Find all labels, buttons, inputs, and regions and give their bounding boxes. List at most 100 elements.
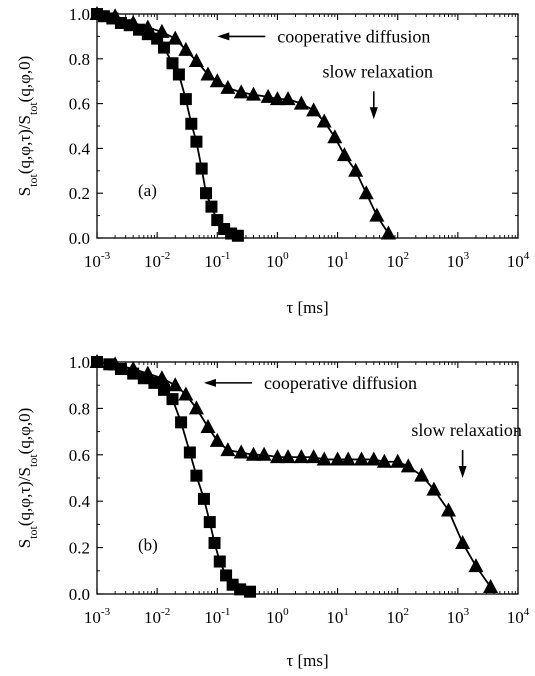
square-marker bbox=[231, 229, 244, 242]
triangle-marker bbox=[245, 446, 261, 461]
y-tick-label: 0.2 bbox=[69, 184, 90, 203]
square-marker bbox=[185, 117, 198, 130]
triangle-marker bbox=[366, 451, 382, 466]
triangle-marker bbox=[390, 453, 406, 468]
triangle-marker bbox=[167, 377, 183, 392]
square-marker bbox=[172, 68, 185, 81]
y-tick-label: 0.8 bbox=[69, 399, 90, 418]
triangle-marker bbox=[107, 8, 123, 23]
triangle-marker bbox=[280, 449, 296, 464]
square-marker bbox=[175, 416, 188, 429]
triangle-marker bbox=[414, 467, 430, 482]
square-marker bbox=[157, 41, 170, 54]
triangle-fit-line bbox=[97, 13, 390, 235]
triangle-marker bbox=[140, 19, 156, 34]
x-tick-label: 104 bbox=[507, 606, 530, 627]
triangle-marker bbox=[233, 444, 249, 459]
y-axis-title: Stot(q,φ,τ)/Stot(q,φ,0) bbox=[15, 56, 40, 197]
y-tick-label: 1.0 bbox=[69, 353, 90, 372]
triangle-marker bbox=[154, 23, 170, 38]
square-marker bbox=[205, 200, 218, 213]
triangle-marker bbox=[306, 102, 322, 117]
triangle-marker bbox=[167, 30, 183, 45]
triangle-marker bbox=[200, 418, 216, 433]
square-marker bbox=[234, 583, 247, 596]
triangle-marker bbox=[269, 91, 285, 106]
x-tick-label: 10-3 bbox=[84, 250, 111, 271]
square-marker bbox=[203, 516, 216, 529]
y-tick-label: 1.0 bbox=[69, 5, 90, 24]
triangle-marker bbox=[89, 354, 105, 368]
triangle-marker bbox=[209, 73, 225, 88]
square-marker bbox=[195, 162, 208, 175]
triangle-marker bbox=[348, 162, 364, 177]
square-marker bbox=[166, 57, 179, 70]
triangle-marker bbox=[369, 207, 385, 222]
triangle-marker bbox=[89, 6, 105, 20]
x-tick-label: 100 bbox=[266, 250, 289, 271]
triangle-marker bbox=[455, 534, 471, 549]
triangle-marker bbox=[188, 400, 204, 415]
annotation-slow-relaxation: slow relaxation bbox=[323, 61, 433, 81]
x-tick-label: 101 bbox=[326, 606, 349, 627]
triangle-marker bbox=[354, 451, 370, 466]
triangle-marker bbox=[178, 41, 194, 56]
panel-label: (b) bbox=[138, 536, 158, 555]
triangle-marker bbox=[256, 446, 272, 461]
triangle-marker bbox=[178, 386, 194, 401]
y-tick-label: 0.6 bbox=[69, 95, 90, 114]
triangle-marker bbox=[358, 185, 374, 200]
triangle-marker bbox=[306, 449, 322, 464]
triangle-marker bbox=[269, 449, 285, 464]
annotation-arrowhead bbox=[203, 378, 216, 387]
annotation-cooperative-diffusion: cooperative diffusion bbox=[277, 26, 430, 46]
y-tick-label: 0.2 bbox=[69, 539, 90, 558]
x-tick-label: 10-1 bbox=[204, 606, 230, 627]
x-tick-label: 10-1 bbox=[204, 250, 230, 271]
triangle-marker bbox=[140, 365, 156, 380]
square-marker bbox=[220, 569, 233, 582]
square-marker bbox=[190, 469, 203, 482]
annotation-slow-relaxation: slow relaxation bbox=[411, 420, 521, 440]
triangle-marker bbox=[220, 79, 236, 94]
y-tick-label: 0.0 bbox=[69, 585, 90, 604]
x-tick-label: 101 bbox=[326, 250, 349, 271]
triangle-marker bbox=[200, 66, 216, 81]
square-marker bbox=[213, 555, 226, 568]
x-tick-label: 10-2 bbox=[144, 250, 170, 271]
x-tick-label: 102 bbox=[386, 250, 409, 271]
x-axis-title: τ [ms] bbox=[286, 298, 328, 317]
triangle-marker bbox=[154, 370, 170, 385]
triangle-marker bbox=[280, 91, 296, 106]
annotation-arrowhead bbox=[217, 32, 230, 41]
x-tick-label: 10-3 bbox=[84, 606, 111, 627]
square-marker bbox=[179, 93, 192, 106]
triangle-marker bbox=[327, 129, 343, 144]
triangle-marker bbox=[125, 14, 141, 29]
triangle-marker bbox=[336, 147, 352, 162]
annotation-arrowhead bbox=[369, 107, 378, 120]
x-tick-label: 104 bbox=[507, 250, 530, 271]
square-marker bbox=[190, 135, 203, 148]
y-tick-label: 0.8 bbox=[69, 50, 90, 69]
x-tick-label: 102 bbox=[386, 606, 409, 627]
y-tick-label: 0.4 bbox=[69, 139, 91, 158]
panel-b: 10-3 10-2 10-1 100 101 102 103 104 0.0 0.2 0.4 0.6 0… bbox=[15, 353, 530, 670]
annotation-cooperative-diffusion: cooperative diffusion bbox=[264, 373, 417, 393]
x-tick-label: 100 bbox=[266, 606, 289, 627]
x-tick-label: 103 bbox=[447, 250, 470, 271]
plot-frame bbox=[96, 361, 519, 595]
triangle-marker bbox=[400, 458, 416, 473]
square-marker bbox=[166, 393, 179, 406]
square-marker bbox=[200, 187, 213, 200]
triangle-marker bbox=[316, 451, 332, 466]
panel-a: 10-3 10-2 10-1 100 101 102 103 104 0.0 0.2 0.4 0.6 0… bbox=[15, 5, 530, 317]
square-marker bbox=[197, 492, 210, 505]
annotation-arrowhead bbox=[458, 466, 467, 478]
triangle-marker bbox=[483, 579, 499, 594]
triangle-marker bbox=[468, 558, 484, 573]
triangle-marker bbox=[330, 451, 346, 466]
x-tick-label: 103 bbox=[447, 606, 470, 627]
square-marker bbox=[208, 536, 221, 549]
